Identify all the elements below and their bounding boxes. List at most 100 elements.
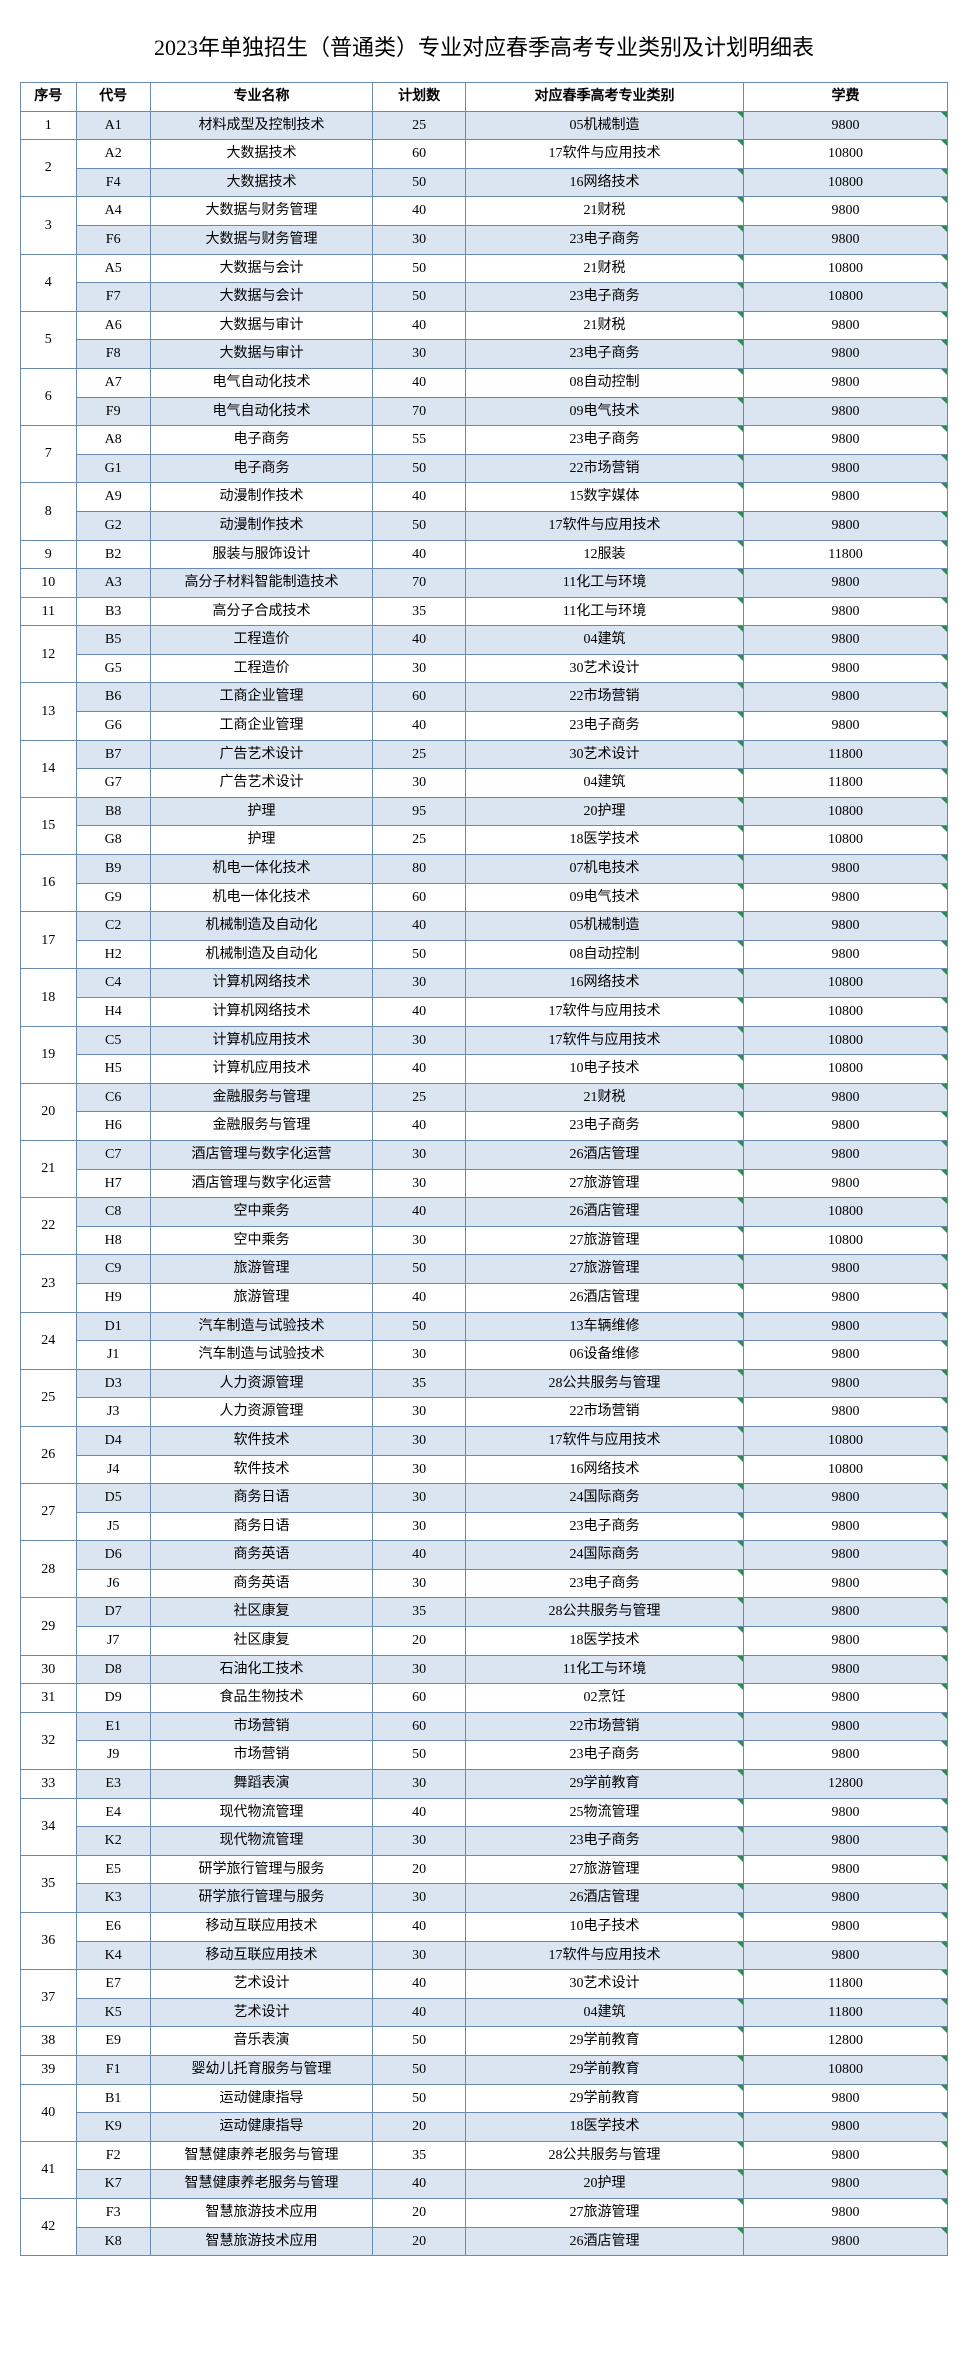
cell-fee: 9800 bbox=[744, 2113, 948, 2142]
cell-name: 音乐表演 bbox=[150, 2027, 372, 2056]
table-row: 1A1材料成型及控制技术2505机械制造9800 bbox=[21, 111, 948, 140]
cell-code: C6 bbox=[76, 1083, 150, 1112]
cell-code: C5 bbox=[76, 1026, 150, 1055]
table-row: 21C7酒店管理与数字化运营3026酒店管理9800 bbox=[21, 1140, 948, 1169]
cell-fee: 10800 bbox=[744, 998, 948, 1027]
cell-name: 运动健康指导 bbox=[150, 2084, 372, 2113]
cell-name: 商务日语 bbox=[150, 1484, 372, 1513]
cell-code: E9 bbox=[76, 2027, 150, 2056]
cell-cat: 06设备维修 bbox=[465, 1341, 743, 1370]
cell-fee: 9800 bbox=[744, 225, 948, 254]
cell-seq: 33 bbox=[21, 1770, 77, 1799]
cell-cat: 29学前教育 bbox=[465, 2084, 743, 2113]
table-row: 3A4大数据与财务管理4021财税9800 bbox=[21, 197, 948, 226]
cell-name: 工商企业管理 bbox=[150, 712, 372, 741]
cell-code: B6 bbox=[76, 683, 150, 712]
cell-seq: 37 bbox=[21, 1970, 77, 2027]
table-row: G9机电一体化技术6009电气技术9800 bbox=[21, 883, 948, 912]
cell-name: 大数据技术 bbox=[150, 168, 372, 197]
cell-code: A1 bbox=[76, 111, 150, 140]
cell-plan: 40 bbox=[373, 2170, 466, 2199]
cell-fee: 9800 bbox=[744, 1712, 948, 1741]
cell-plan: 50 bbox=[373, 2084, 466, 2113]
table-row: 32E1市场营销6022市场营销9800 bbox=[21, 1712, 948, 1741]
cell-code: E5 bbox=[76, 1855, 150, 1884]
cell-fee: 9800 bbox=[744, 712, 948, 741]
cell-cat: 21财税 bbox=[465, 1083, 743, 1112]
cell-fee: 9800 bbox=[744, 1484, 948, 1513]
cell-code: J1 bbox=[76, 1341, 150, 1370]
cell-seq: 4 bbox=[21, 254, 77, 311]
cell-seq: 41 bbox=[21, 2141, 77, 2198]
cell-cat: 18医学技术 bbox=[465, 2113, 743, 2142]
cell-name: 运动健康指导 bbox=[150, 2113, 372, 2142]
cell-fee: 9800 bbox=[744, 340, 948, 369]
cell-code: D3 bbox=[76, 1369, 150, 1398]
col-seq: 序号 bbox=[21, 83, 77, 112]
cell-name: 空中乘务 bbox=[150, 1226, 372, 1255]
table-row: 10A3高分子材料智能制造技术7011化工与环境9800 bbox=[21, 569, 948, 598]
table-row: 15B8护理9520护理10800 bbox=[21, 797, 948, 826]
cell-name: 旅游管理 bbox=[150, 1283, 372, 1312]
cell-code: B9 bbox=[76, 855, 150, 884]
cell-name: 计算机应用技术 bbox=[150, 1055, 372, 1084]
cell-plan: 40 bbox=[373, 712, 466, 741]
col-fee: 学费 bbox=[744, 83, 948, 112]
cell-fee: 9800 bbox=[744, 626, 948, 655]
cell-code: H6 bbox=[76, 1112, 150, 1141]
cell-plan: 55 bbox=[373, 426, 466, 455]
cell-name: 商务英语 bbox=[150, 1569, 372, 1598]
cell-code: B5 bbox=[76, 626, 150, 655]
cell-cat: 24国际商务 bbox=[465, 1541, 743, 1570]
table-row: 37E7艺术设计4030艺术设计11800 bbox=[21, 1970, 948, 1999]
cell-seq: 5 bbox=[21, 311, 77, 368]
cell-plan: 40 bbox=[373, 1283, 466, 1312]
table-row: H2机械制造及自动化5008自动控制9800 bbox=[21, 940, 948, 969]
cell-code: C8 bbox=[76, 1198, 150, 1227]
cell-name: 人力资源管理 bbox=[150, 1369, 372, 1398]
cell-seq: 27 bbox=[21, 1484, 77, 1541]
cell-cat: 17软件与应用技术 bbox=[465, 998, 743, 1027]
cell-cat: 11化工与环境 bbox=[465, 597, 743, 626]
cell-fee: 12800 bbox=[744, 1770, 948, 1799]
table-row: 26D4软件技术3017软件与应用技术10800 bbox=[21, 1426, 948, 1455]
table-row: J9市场营销5023电子商务9800 bbox=[21, 1741, 948, 1770]
cell-name: 电气自动化技术 bbox=[150, 397, 372, 426]
cell-fee: 10800 bbox=[744, 1226, 948, 1255]
cell-seq: 18 bbox=[21, 969, 77, 1026]
cell-name: 机电一体化技术 bbox=[150, 855, 372, 884]
cell-seq: 28 bbox=[21, 1541, 77, 1598]
cell-seq: 21 bbox=[21, 1140, 77, 1197]
cell-name: 电气自动化技术 bbox=[150, 368, 372, 397]
cell-cat: 20护理 bbox=[465, 797, 743, 826]
cell-cat: 26酒店管理 bbox=[465, 1283, 743, 1312]
cell-code: B1 bbox=[76, 2084, 150, 2113]
cell-plan: 40 bbox=[373, 1112, 466, 1141]
cell-code: F4 bbox=[76, 168, 150, 197]
table-row: 5A6大数据与审计4021财税9800 bbox=[21, 311, 948, 340]
cell-plan: 60 bbox=[373, 1712, 466, 1741]
table-row: 35E5研学旅行管理与服务2027旅游管理9800 bbox=[21, 1855, 948, 1884]
table-row: 11B3高分子合成技术3511化工与环境9800 bbox=[21, 597, 948, 626]
cell-fee: 9800 bbox=[744, 1341, 948, 1370]
cell-plan: 50 bbox=[373, 940, 466, 969]
cell-code: C2 bbox=[76, 912, 150, 941]
cell-code: G6 bbox=[76, 712, 150, 741]
cell-name: 石油化工技术 bbox=[150, 1655, 372, 1684]
cell-seq: 15 bbox=[21, 797, 77, 854]
cell-cat: 16网络技术 bbox=[465, 969, 743, 998]
cell-plan: 20 bbox=[373, 2113, 466, 2142]
cell-name: 大数据与会计 bbox=[150, 254, 372, 283]
cell-fee: 9800 bbox=[744, 368, 948, 397]
cell-name: 动漫制作技术 bbox=[150, 511, 372, 540]
cell-cat: 08自动控制 bbox=[465, 940, 743, 969]
cell-cat: 23电子商务 bbox=[465, 283, 743, 312]
cell-plan: 40 bbox=[373, 912, 466, 941]
cell-cat: 28公共服务与管理 bbox=[465, 1598, 743, 1627]
cell-cat: 09电气技术 bbox=[465, 883, 743, 912]
cell-name: 现代物流管理 bbox=[150, 1798, 372, 1827]
table-row: 36E6移动互联应用技术4010电子技术9800 bbox=[21, 1913, 948, 1942]
cell-code: F9 bbox=[76, 397, 150, 426]
cell-fee: 9800 bbox=[744, 2084, 948, 2113]
cell-seq: 13 bbox=[21, 683, 77, 740]
